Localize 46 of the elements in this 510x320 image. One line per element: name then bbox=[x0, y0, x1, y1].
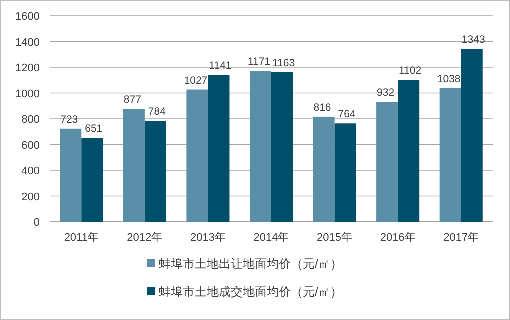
bar bbox=[272, 72, 294, 222]
y-tick-label: 1400 bbox=[16, 36, 40, 49]
x-tick-label: 2014年 bbox=[254, 232, 290, 244]
y-tick-label: 1200 bbox=[16, 62, 40, 74]
x-tick-label: 2011年 bbox=[64, 232, 99, 244]
bar bbox=[144, 121, 166, 222]
data-label: 1038 bbox=[437, 73, 461, 86]
data-label: 877 bbox=[124, 94, 142, 106]
data-label: 651 bbox=[85, 123, 103, 136]
x-tick-label: 2017年 bbox=[444, 232, 480, 244]
y-tick-label: 1600 bbox=[16, 11, 40, 23]
bar bbox=[60, 128, 82, 222]
data-label: 1343 bbox=[462, 34, 486, 46]
y-tick-label: 200 bbox=[22, 191, 40, 204]
x-tick-label: 2012年 bbox=[127, 232, 163, 244]
bar bbox=[208, 75, 230, 222]
y-tick-label: 400 bbox=[22, 166, 40, 178]
bar bbox=[334, 124, 356, 222]
data-label: 1171 bbox=[248, 56, 271, 68]
y-tick-label: 600 bbox=[22, 140, 40, 152]
y-tick-label: 0 bbox=[34, 217, 40, 229]
data-label: 1102 bbox=[399, 65, 422, 78]
bar bbox=[398, 80, 420, 222]
data-label: 816 bbox=[314, 102, 332, 114]
legend-label: 蚌埠市土地出让地面均价（元/㎡） bbox=[159, 257, 342, 271]
x-tick-label: 2016年 bbox=[380, 232, 416, 244]
data-label: 723 bbox=[60, 114, 78, 126]
bar bbox=[461, 49, 483, 222]
data-label: 764 bbox=[338, 108, 356, 121]
data-label: 1163 bbox=[272, 57, 296, 70]
bar bbox=[376, 102, 398, 222]
y-tick-label: 800 bbox=[22, 114, 40, 126]
bar bbox=[82, 138, 104, 222]
data-label: 1027 bbox=[184, 74, 208, 87]
x-tick-label: 2015年 bbox=[317, 232, 353, 244]
bar bbox=[123, 109, 145, 222]
bar bbox=[440, 88, 462, 222]
data-label: 932 bbox=[377, 87, 395, 100]
bar bbox=[250, 71, 272, 222]
y-tick-label: 1000 bbox=[16, 88, 40, 100]
legend-label: 蚌埠市土地成交地面均价（元/㎡） bbox=[159, 285, 342, 299]
bar bbox=[313, 116, 335, 222]
x-tick-label: 2013年 bbox=[190, 232, 226, 244]
bar bbox=[186, 90, 208, 222]
data-label: 784 bbox=[148, 106, 166, 118]
data-label: 1141 bbox=[209, 60, 232, 72]
